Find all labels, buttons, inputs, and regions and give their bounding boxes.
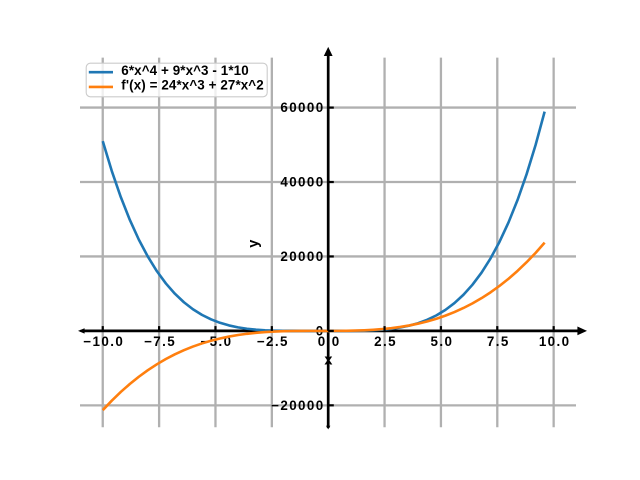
svg-text:−7.5: −7.5 (144, 334, 176, 349)
svg-text:10.0: 10.0 (539, 334, 571, 349)
svg-text:40000: 40000 (280, 175, 324, 190)
svg-text:5.0: 5.0 (431, 334, 454, 349)
svg-text:−20000: −20000 (271, 398, 324, 413)
svg-text:20000: 20000 (280, 249, 324, 264)
svg-text:f'(x) = 24*x^3 + 27*x^2: f'(x) = 24*x^3 + 27*x^2 (121, 78, 263, 93)
svg-text:6*x^4 + 9*x^3 - 1*10: 6*x^4 + 9*x^3 - 1*10 (121, 63, 248, 78)
svg-text:60000: 60000 (280, 100, 324, 115)
svg-text:2.5: 2.5 (374, 334, 397, 349)
svg-text:y: y (246, 240, 262, 248)
svg-text:−2.5: −2.5 (257, 334, 289, 349)
svg-text:7.5: 7.5 (487, 334, 510, 349)
svg-text:−10.0: −10.0 (83, 334, 124, 349)
